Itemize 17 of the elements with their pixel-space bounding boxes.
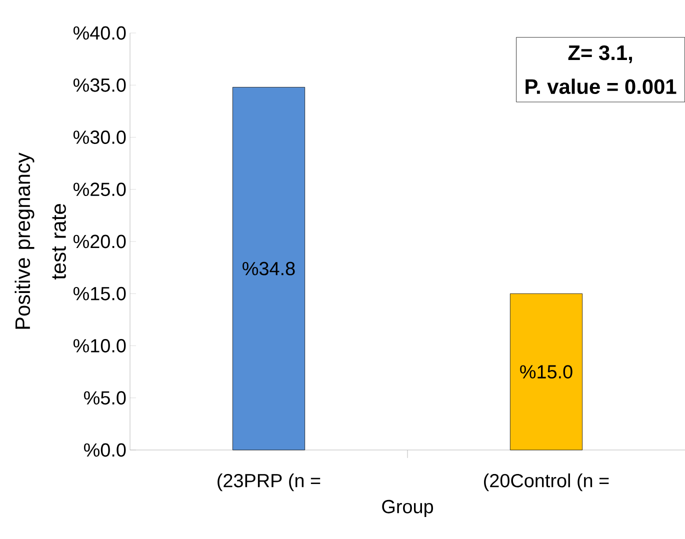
y-tick-label: %15.0 [73,286,126,300]
data-label: %34.8 [242,262,295,276]
x-tick-label: (23PRP (n = [218,473,320,492]
x-tick-label: (20Control (n = [484,473,609,492]
y-tick-label: %25.0 [73,182,126,196]
y-tick-label: %30.0 [73,130,126,144]
y-tick-label: %20.0 [73,234,126,248]
y-axis-title: Positive pregnancy test rate [14,152,66,329]
data-label: %15.0 [520,365,572,379]
y-tick-label: %10.0 [73,339,126,352]
y-tick-label: %5.0 [84,391,126,405]
annotation: Z= 3.1, [568,45,632,64]
y-tick-label: %35.0 [73,78,126,92]
x-axis-title: Group [382,500,434,518]
annotation: P. value = 0.001 [526,78,676,94]
y-tick-label: %0.0 [84,443,126,457]
y-tick-label: %40.0 [73,26,126,40]
